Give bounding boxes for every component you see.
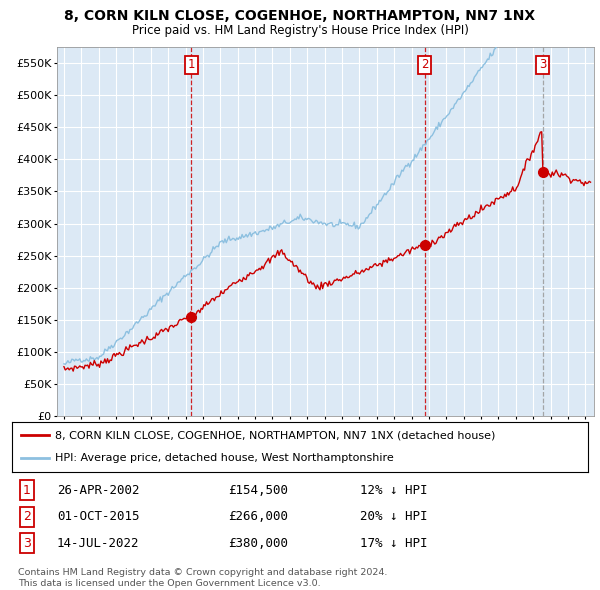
Text: This data is licensed under the Open Government Licence v3.0.: This data is licensed under the Open Gov… [18, 579, 320, 588]
Text: 14-JUL-2022: 14-JUL-2022 [57, 537, 139, 550]
Text: £380,000: £380,000 [228, 537, 288, 550]
Text: 12% ↓ HPI: 12% ↓ HPI [360, 484, 427, 497]
Text: £266,000: £266,000 [228, 510, 288, 523]
Text: Contains HM Land Registry data © Crown copyright and database right 2024.: Contains HM Land Registry data © Crown c… [18, 568, 388, 576]
Text: £154,500: £154,500 [228, 484, 288, 497]
Text: 2: 2 [23, 510, 31, 523]
Text: Price paid vs. HM Land Registry's House Price Index (HPI): Price paid vs. HM Land Registry's House … [131, 24, 469, 37]
Text: 8, CORN KILN CLOSE, COGENHOE, NORTHAMPTON, NN7 1NX (detached house): 8, CORN KILN CLOSE, COGENHOE, NORTHAMPTO… [55, 430, 496, 440]
Text: 1: 1 [187, 58, 195, 71]
Text: 3: 3 [539, 58, 546, 71]
Text: 01-OCT-2015: 01-OCT-2015 [57, 510, 139, 523]
Text: 20% ↓ HPI: 20% ↓ HPI [360, 510, 427, 523]
Text: 8, CORN KILN CLOSE, COGENHOE, NORTHAMPTON, NN7 1NX: 8, CORN KILN CLOSE, COGENHOE, NORTHAMPTO… [64, 9, 536, 23]
Text: HPI: Average price, detached house, West Northamptonshire: HPI: Average price, detached house, West… [55, 454, 394, 464]
Text: 26-APR-2002: 26-APR-2002 [57, 484, 139, 497]
Text: 17% ↓ HPI: 17% ↓ HPI [360, 537, 427, 550]
Text: 2: 2 [421, 58, 428, 71]
Text: 3: 3 [23, 537, 31, 550]
Text: 1: 1 [23, 484, 31, 497]
